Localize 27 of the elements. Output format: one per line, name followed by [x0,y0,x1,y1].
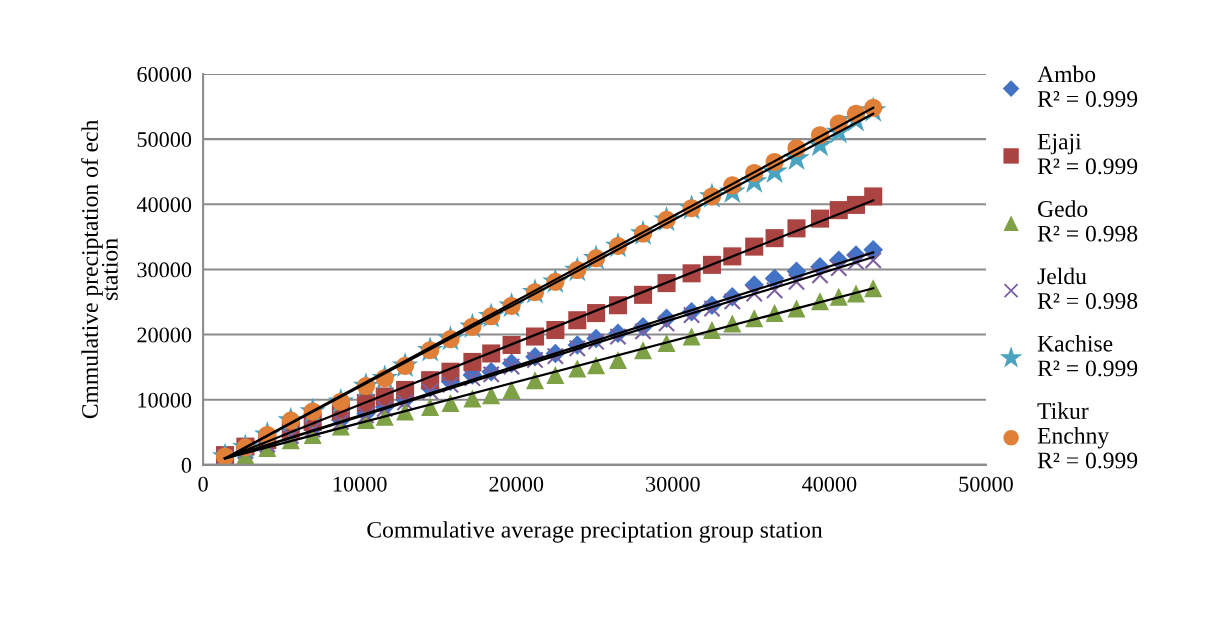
legend-label: Ambo [1037,65,1096,83]
x-tick-label: 30000 [646,476,700,492]
legend-label: Ejaji [1037,133,1082,155]
text: R² = 0.999 [1037,90,1138,108]
x-tick-label: 20000 [489,476,544,492]
legend-label: Kachise [1037,335,1113,352]
y-tick-label: 60000 [137,66,192,82]
y-tick-label: 40000 [136,197,192,213]
text: R² = 0.999 [1037,360,1138,377]
y-tick-label: 0 [181,457,192,473]
legend-label: Gedo [1038,200,1088,217]
x-tick-label: 50000 [959,476,1013,492]
x-tick-label: 10000 [333,476,387,492]
y-tick-label: 20000 [137,327,192,343]
legend-label: Tikur Enchny [1037,402,1110,449]
y-axis-title: Cmmulative preciptation of ech station [81,119,118,419]
y-tick-label: 30000 [137,262,192,278]
y-tick-label: 50000 [137,132,192,148]
text: R² = 0.998 [1037,225,1138,242]
text: R² = 0.999 [1037,158,1138,175]
text: R² = 0.999 [1037,452,1138,469]
legend-label: Jeldu [1037,267,1087,285]
x-tick-label: 0 [198,476,208,492]
x-axis-title: Commulative average preciptation group station [367,521,823,543]
y-tick-label: 10000 [138,392,192,408]
x-tick-label: 40000 [802,476,857,492]
text: R² = 0.998 [1037,293,1138,310]
